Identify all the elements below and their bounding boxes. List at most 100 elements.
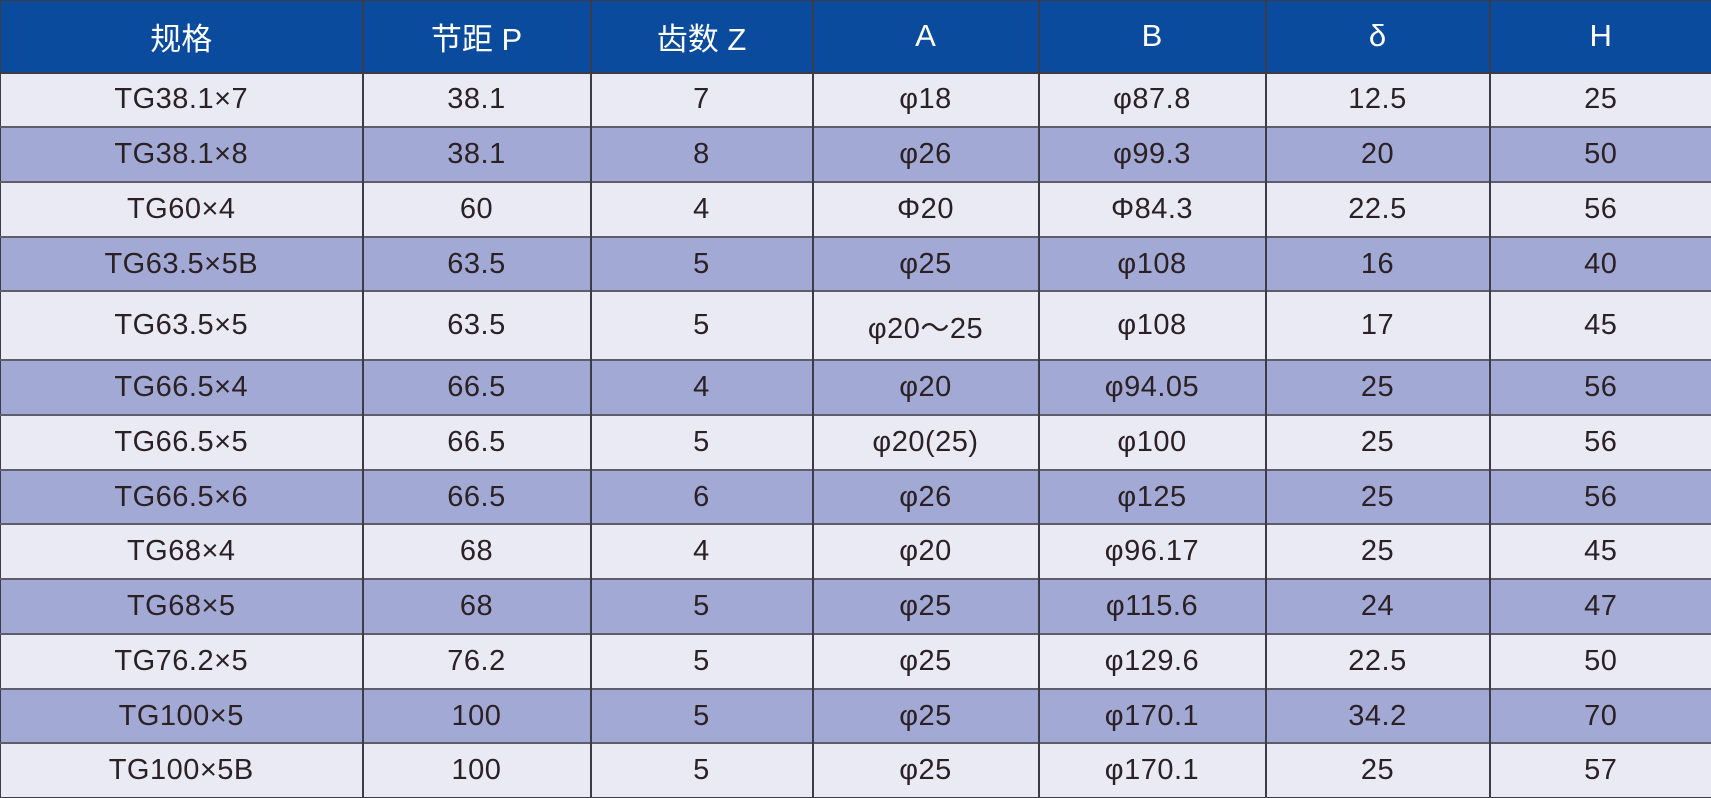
cell: 66.5 <box>361 359 591 415</box>
cell: φ170.1 <box>1037 742 1266 798</box>
cell: φ20～25 <box>811 290 1039 361</box>
cell: 20 <box>1264 126 1490 182</box>
cell: 38.1 <box>361 72 591 128</box>
cell: 7 <box>589 72 813 128</box>
cell: TG100×5B <box>0 742 363 798</box>
cell: 45 <box>1488 523 1711 580</box>
table-row: TG60×4 60 4 Φ20 Φ84.3 22.5 56 <box>0 180 1711 237</box>
table-row: TG63.5×5 63.5 5 φ20～25 φ108 17 45 <box>0 290 1711 361</box>
table-row: TG66.5×5 66.5 5 φ20(25) φ100 25 56 <box>0 413 1711 470</box>
cell: 6 <box>589 468 813 525</box>
cell: 57 <box>1488 742 1711 798</box>
cell: φ25 <box>811 235 1039 292</box>
cell: 60 <box>361 180 591 237</box>
cell: φ20(25) <box>811 413 1039 470</box>
cell: 5 <box>589 687 813 744</box>
cell: Φ20 <box>811 180 1039 237</box>
cell: φ125 <box>1037 468 1266 525</box>
cell: 47 <box>1488 578 1711 634</box>
cell: 16 <box>1264 235 1490 292</box>
cell: φ25 <box>811 578 1039 634</box>
cell: 68 <box>361 578 591 634</box>
table-row: TG66.5×4 66.5 4 φ20 φ94.05 25 56 <box>0 359 1711 415</box>
cell: φ20 <box>811 359 1039 415</box>
cell: TG63.5×5 <box>0 290 363 361</box>
cell: φ25 <box>811 632 1039 689</box>
table-row: TG100×5 100 5 φ25 φ170.1 34.2 70 <box>0 687 1711 744</box>
cell: φ26 <box>811 468 1039 525</box>
cell: 25 <box>1264 523 1490 580</box>
cell: 17 <box>1264 290 1490 361</box>
cell: TG66.5×4 <box>0 359 363 415</box>
cell: 50 <box>1488 126 1711 182</box>
cell: 25 <box>1264 359 1490 415</box>
table-row: TG68×4 68 4 φ20 φ96.17 25 45 <box>0 523 1711 580</box>
cell: 63.5 <box>361 290 591 361</box>
cell: 66.5 <box>361 413 591 470</box>
column-header: B <box>1037 0 1266 74</box>
cell: 22.5 <box>1264 632 1490 689</box>
cell: 45 <box>1488 290 1711 361</box>
table-row: TG63.5×5B 63.5 5 φ25 φ108 16 40 <box>0 235 1711 292</box>
table-body: TG38.1×7 38.1 7 φ18 φ87.8 12.5 25 TG38.1×8 38.1 8… <box>0 72 1711 798</box>
cell: 5 <box>589 742 813 798</box>
cell: 5 <box>589 578 813 634</box>
cell: 5 <box>589 235 813 292</box>
table-row: TG38.1×8 38.1 8 φ26 φ99.3 20 50 <box>0 126 1711 182</box>
cell: TG38.1×7 <box>0 72 363 128</box>
cell: 25 <box>1264 413 1490 470</box>
cell: φ115.6 <box>1037 578 1266 634</box>
column-header: A <box>811 0 1039 74</box>
cell: 56 <box>1488 468 1711 525</box>
cell: TG60×4 <box>0 180 363 237</box>
cell: 100 <box>361 687 591 744</box>
table-row: TG66.5×6 66.5 6 φ26 φ125 25 56 <box>0 468 1711 525</box>
cell: φ100 <box>1037 413 1266 470</box>
cell: 68 <box>361 523 591 580</box>
cell: φ170.1 <box>1037 687 1266 744</box>
cell: φ108 <box>1037 290 1266 361</box>
cell: 66.5 <box>361 468 591 525</box>
column-header: H <box>1488 0 1711 74</box>
cell: TG63.5×5B <box>0 235 363 292</box>
cell: TG100×5 <box>0 687 363 744</box>
table-row: TG38.1×7 38.1 7 φ18 φ87.8 12.5 25 <box>0 72 1711 128</box>
cell: φ94.05 <box>1037 359 1266 415</box>
cell: φ96.17 <box>1037 523 1266 580</box>
cell: 50 <box>1488 632 1711 689</box>
cell: φ20 <box>811 523 1039 580</box>
cell: 70 <box>1488 687 1711 744</box>
cell: 4 <box>589 359 813 415</box>
cell: 8 <box>589 126 813 182</box>
cell: φ25 <box>811 687 1039 744</box>
table-row: TG68×5 68 5 φ25 φ115.6 24 47 <box>0 578 1711 634</box>
cell: 56 <box>1488 413 1711 470</box>
cell: 40 <box>1488 235 1711 292</box>
cell: 56 <box>1488 359 1711 415</box>
cell: 100 <box>361 742 591 798</box>
cell: 5 <box>589 290 813 361</box>
cell: 25 <box>1488 72 1711 128</box>
column-header: 规格 <box>0 0 363 74</box>
cell: 25 <box>1264 468 1490 525</box>
cell: 25 <box>1264 742 1490 798</box>
cell: 56 <box>1488 180 1711 237</box>
cell: 63.5 <box>361 235 591 292</box>
cell: φ129.6 <box>1037 632 1266 689</box>
cell: φ18 <box>811 72 1039 128</box>
cell: 5 <box>589 413 813 470</box>
cell: 76.2 <box>361 632 591 689</box>
cell: TG68×4 <box>0 523 363 580</box>
cell: Φ84.3 <box>1037 180 1266 237</box>
cell: TG76.2×5 <box>0 632 363 689</box>
cell: 12.5 <box>1264 72 1490 128</box>
cell: TG66.5×6 <box>0 468 363 525</box>
cell: φ108 <box>1037 235 1266 292</box>
column-header: δ <box>1264 0 1490 74</box>
cell: φ26 <box>811 126 1039 182</box>
cell: 38.1 <box>361 126 591 182</box>
cell: TG38.1×8 <box>0 126 363 182</box>
